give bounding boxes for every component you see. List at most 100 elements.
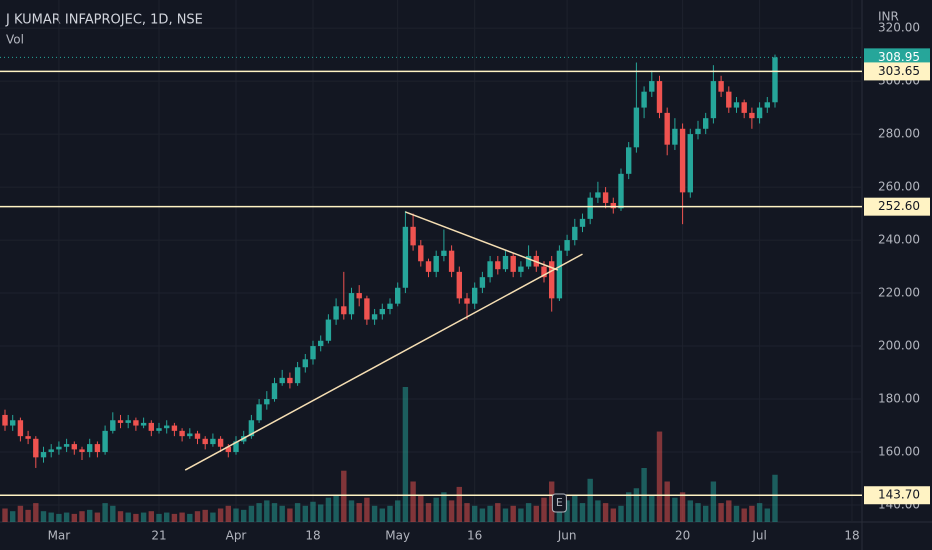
volume-bar: [618, 505, 624, 522]
volume-bar: [656, 431, 663, 522]
candle-body: [171, 425, 178, 431]
candle-body: [556, 250, 563, 299]
volume-bar: [679, 492, 686, 522]
candle-body: [672, 128, 678, 145]
hline-label-box: [864, 486, 930, 505]
volume-bar: [741, 508, 747, 522]
candle-body: [733, 102, 740, 108]
volume-bar: [194, 511, 201, 522]
candle-body: [518, 266, 524, 272]
candle-body: [587, 197, 593, 219]
candle-body: [310, 346, 316, 360]
trendline: [405, 211, 559, 271]
volume-bar: [772, 474, 778, 522]
candle-body: [448, 250, 455, 272]
volume-bar: [695, 503, 701, 522]
y-tick-label: 200.00: [878, 339, 920, 353]
candle-body: [410, 226, 416, 246]
candle-body: [687, 134, 693, 193]
volume-bar: [595, 500, 601, 522]
y-tick-label: 160.00: [878, 445, 920, 459]
volume-bar: [102, 503, 108, 522]
y-tick-label: 260.00: [878, 180, 920, 194]
volume-bar: [187, 513, 193, 522]
volume-bar: [33, 503, 39, 522]
candle-body: [395, 287, 401, 304]
volume-bar: [364, 497, 370, 522]
candle-body: [364, 298, 370, 320]
candle-body: [287, 377, 293, 384]
candle-body: [148, 422, 154, 431]
volume-bar: [87, 509, 93, 522]
candle-body: [217, 438, 224, 447]
candle-body: [418, 245, 424, 262]
candle-body: [656, 81, 663, 113]
candle-body: [294, 367, 301, 384]
volume-bar: [479, 508, 486, 522]
candle-body: [772, 57, 778, 103]
volume-bar: [633, 488, 640, 522]
volume-bar: [602, 503, 609, 522]
candle-body: [102, 430, 108, 453]
candle-body: [318, 340, 324, 347]
volume-bar: [579, 503, 586, 522]
candle-body: [71, 444, 77, 450]
volume-bar: [148, 511, 154, 522]
volume-bar: [587, 478, 593, 522]
candle-body: [94, 444, 101, 453]
candle-body: [10, 420, 16, 426]
candle-body: [749, 112, 755, 119]
volume-bar: [210, 512, 216, 522]
last-price-box: [864, 48, 930, 67]
volume-bar: [402, 387, 409, 522]
volume-bar: [710, 481, 717, 522]
x-tick-label: 18: [844, 529, 859, 543]
volume-bar: [572, 495, 578, 522]
y-tick-label: 320.00: [878, 21, 920, 35]
x-tick-label: 18: [305, 529, 320, 543]
volume-bar: [410, 481, 416, 522]
volume-bar: [541, 497, 547, 522]
candle-body: [325, 319, 332, 341]
volume-bar: [702, 505, 709, 522]
earnings-marker-box: [551, 493, 567, 513]
candle-body: [379, 308, 385, 315]
volume-bar: [433, 497, 439, 522]
earnings-marker: E: [556, 496, 563, 509]
volume-bar: [17, 505, 24, 522]
candle-body: [202, 438, 208, 445]
candle-body: [464, 298, 470, 304]
volume-bar: [225, 505, 231, 522]
volume-label: Vol: [6, 33, 24, 47]
candle-body: [579, 218, 586, 227]
volume-bar: [733, 505, 740, 522]
candle-body: [56, 446, 62, 450]
hline-label-box: [864, 197, 930, 216]
volume-bar: [179, 512, 185, 522]
candle-body: [764, 102, 770, 108]
volume-bar: [287, 508, 293, 522]
volume-bar: [325, 497, 332, 522]
volume-bar: [156, 513, 162, 522]
volume-bar: [164, 512, 170, 522]
volume-bar: [764, 508, 770, 522]
candle-body: [210, 438, 216, 445]
volume-bar: [687, 500, 693, 522]
x-tick-label: Mar: [48, 529, 71, 543]
candle-body: [79, 449, 85, 453]
candle-body: [649, 81, 655, 92]
candle-body: [641, 91, 647, 108]
candle-body: [564, 240, 570, 251]
candle-body: [702, 118, 709, 129]
candle-body: [456, 271, 462, 299]
volume-bar: [510, 505, 516, 522]
candle-body: [271, 383, 278, 400]
candle-body: [525, 255, 532, 267]
volume-bar: [79, 511, 85, 522]
candle-body: [502, 255, 509, 270]
candle-body: [726, 91, 732, 108]
candle-body: [33, 438, 39, 458]
volume-bar: [2, 508, 8, 522]
volume-bar: [341, 470, 347, 522]
